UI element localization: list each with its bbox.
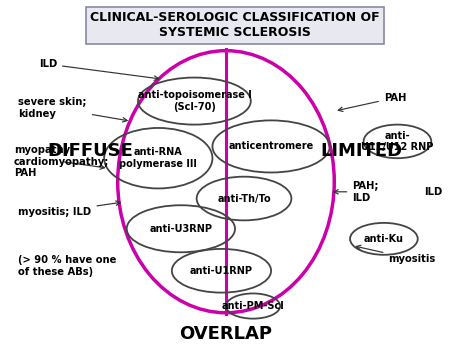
Text: DIFFUSE: DIFFUSE (47, 142, 133, 161)
Text: ILD: ILD (424, 187, 443, 197)
Text: ILD: ILD (39, 59, 159, 80)
Text: anti-U1RNP: anti-U1RNP (190, 266, 253, 276)
Text: (> 90 % have one
of these ABs): (> 90 % have one of these ABs) (18, 255, 117, 276)
Text: myositis; ILD: myositis; ILD (18, 201, 120, 217)
Text: myopathy;
cardiomyopathy;
PAH: myopathy; cardiomyopathy; PAH (14, 145, 110, 178)
Text: myositis: myositis (356, 245, 436, 264)
Text: anticentromere: anticentromere (228, 141, 313, 152)
Text: anti-PM-Scl: anti-PM-Scl (222, 301, 284, 311)
Text: LIMITED: LIMITED (320, 142, 402, 161)
Text: anti-
U11/U12 RNP: anti- U11/U12 RNP (361, 131, 434, 152)
Text: OVERLAP: OVERLAP (180, 324, 273, 343)
Text: PAH: PAH (338, 93, 406, 112)
Text: severe skin;
kidney: severe skin; kidney (18, 97, 127, 122)
Text: CLINICAL-SEROLOGIC CLASSIFICATION OF
SYSTEMIC SCLEROSIS: CLINICAL-SEROLOGIC CLASSIFICATION OF SYS… (90, 12, 380, 40)
Text: anti-Ku: anti-Ku (364, 234, 404, 244)
Text: anti-topoisomerase I
(Scl-70): anti-topoisomerase I (Scl-70) (138, 90, 251, 112)
Text: PAH;
ILD: PAH; ILD (334, 181, 379, 203)
Text: anti-U3RNP: anti-U3RNP (149, 224, 212, 234)
Text: anti-Th/To: anti-Th/To (217, 194, 271, 203)
Text: anti-RNA
polymerase III: anti-RNA polymerase III (119, 147, 197, 169)
